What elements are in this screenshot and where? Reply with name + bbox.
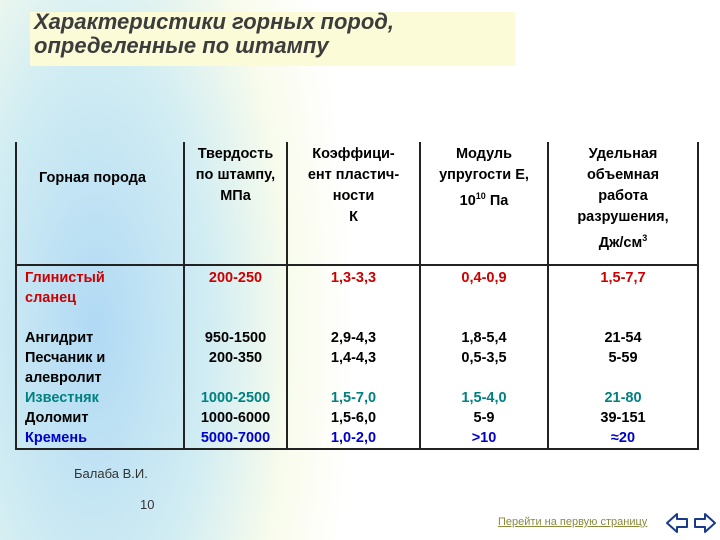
cell-rock-line: алевролит (25, 370, 102, 386)
cell-hardness: 1000-6000 (183, 408, 287, 428)
cell-plasticity: 2,9-4,3 (286, 328, 420, 348)
cell-modulus: 0,4-0,9 (419, 265, 548, 328)
header-modulus-exponent: 10 (475, 191, 486, 201)
header-rock-text: Горная порода (39, 170, 146, 186)
table-row: Доломит 1000-6000 1,5-6,0 5-9 39-151 (15, 408, 699, 428)
cell-work: 39-151 (547, 408, 699, 428)
table-row: Глинистый сланец 200-250 1,3-3,3 0,4-0,9… (15, 265, 699, 328)
header-plasticity-line-1: Коэффици- (312, 146, 395, 162)
cell-plasticity: 1,4-4,3 (286, 348, 420, 388)
title-line-1: Характеристики горных пород, (34, 9, 395, 34)
header-plasticity-line-4: К (349, 209, 358, 225)
cell-plasticity: 1,0-2,0 (286, 428, 420, 450)
header-modulus-line-2: упругости E, (439, 167, 529, 183)
header-plasticity-line-3: ности (332, 188, 375, 204)
left-right-arrows-icon[interactable] (665, 511, 717, 535)
cell-modulus: 1,8-5,4 (419, 328, 548, 348)
cell-work: ≈20 (547, 428, 699, 450)
cell-work: 5-59 (547, 348, 699, 388)
cell-modulus: >10 (419, 428, 548, 450)
cell-modulus: 5-9 (419, 408, 548, 428)
header-modulus-unit: Па (485, 192, 509, 209)
header-hardness-line-2: по штампу, (195, 167, 276, 183)
table-header-row: Горная порода Твердость по штампу, МПа К… (15, 142, 699, 266)
cell-hardness: 200-250 (183, 265, 287, 328)
header-hardness-line-1: Твердость (197, 146, 274, 162)
header-work: Удельная объемная работа разрушения, Дж/… (547, 142, 699, 266)
header-plasticity: Коэффици- ент пластич- ности К (286, 142, 420, 266)
header-hardness: Твердость по штампу, МПа (183, 142, 287, 266)
left-arrow-icon (666, 513, 688, 533)
table-row: Песчаник и алевролит 200-350 1,4-4,3 0,5… (15, 348, 699, 388)
title-band (30, 12, 515, 66)
cell-rock: Известняк (15, 388, 184, 408)
cell-modulus: 1,5-4,0 (419, 388, 548, 408)
header-work-line-4: разрушения, (577, 209, 669, 225)
cell-hardness: 5000-7000 (183, 428, 287, 450)
cell-hardness: 950-1500 (183, 328, 287, 348)
author-name: Балаба В.И. (74, 466, 148, 481)
cell-rock: Глинистый сланец (15, 265, 184, 328)
cell-rock: Ангидрит (15, 328, 184, 348)
header-modulus: Модуль упругости E, 1010 Па (419, 142, 548, 266)
header-work-unit: Дж/см (598, 234, 643, 251)
header-work-line-1: Удельная (588, 146, 658, 162)
cell-plasticity: 1,5-7,0 (286, 388, 420, 408)
header-hardness-line-3: МПа (220, 188, 251, 204)
header-modulus-line-1: Модуль (455, 146, 513, 162)
cell-modulus: 0,5-3,5 (419, 348, 548, 388)
table-row: Известняк 1000-2500 1,5-7,0 1,5-4,0 21-8… (15, 388, 699, 408)
table-row: Кремень 5000-7000 1,0-2,0 >10 ≈20 (15, 428, 699, 450)
header-plasticity-line-2: ент пластич- (307, 167, 400, 183)
cell-plasticity: 1,5-6,0 (286, 408, 420, 428)
header-work-exponent: 3 (642, 233, 648, 243)
cell-work: 21-80 (547, 388, 699, 408)
cell-hardness: 1000-2500 (183, 388, 287, 408)
header-modulus-base: 10 (459, 192, 476, 209)
go-to-first-page-link[interactable]: Перейти на первую страницу (498, 516, 648, 528)
table-row: Ангидрит 950-1500 2,9-4,3 1,8-5,4 21-54 (15, 328, 699, 348)
title-line-2: определенные по штампу (34, 33, 329, 58)
header-rock: Горная порода (15, 142, 184, 266)
cell-rock: Доломит (15, 408, 184, 428)
cell-work: 1,5-7,7 (547, 265, 699, 328)
cell-rock-line: Глинистый (25, 270, 105, 286)
cell-rock-line: сланец (25, 290, 77, 306)
right-arrow-icon (694, 513, 716, 533)
cell-rock: Песчаник и алевролит (15, 348, 184, 388)
header-work-line-2: объемная (586, 167, 660, 183)
cell-plasticity: 1,3-3,3 (286, 265, 420, 328)
slide-title: Характеристики горных пород, определенны… (34, 10, 394, 58)
cell-work: 21-54 (547, 328, 699, 348)
cell-rock-line: Песчаник и (25, 350, 106, 366)
cell-rock: Кремень (15, 428, 184, 450)
rock-properties-table: Горная порода Твердость по штампу, МПа К… (15, 142, 699, 450)
cell-hardness: 200-350 (183, 348, 287, 388)
page-number: 10 (140, 497, 155, 512)
header-work-line-3: работа (598, 188, 648, 204)
